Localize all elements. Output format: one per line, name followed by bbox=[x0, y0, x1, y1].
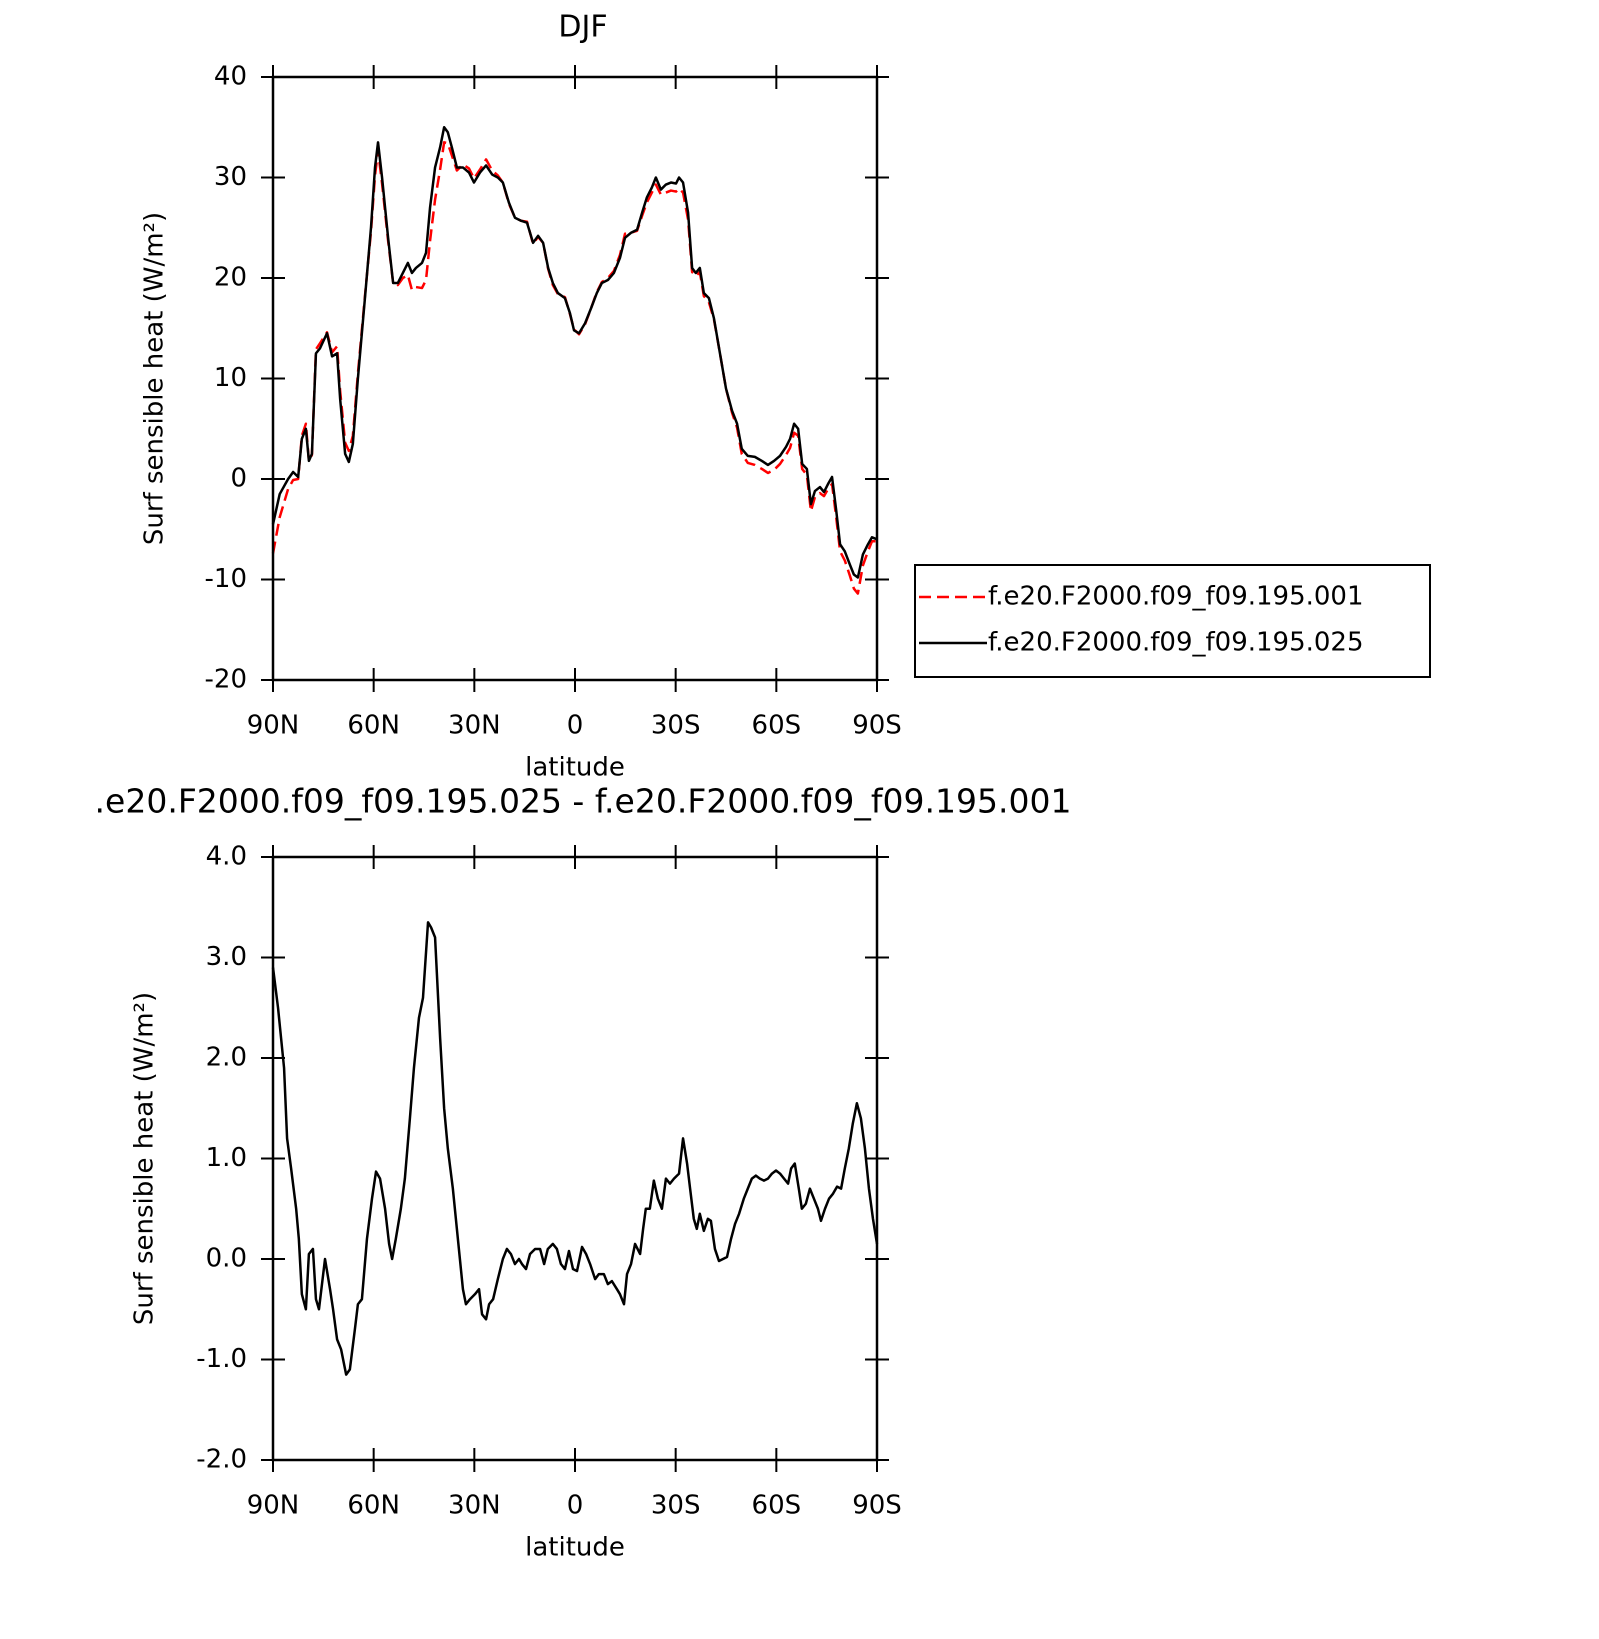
y-tick-label: 0 bbox=[230, 464, 247, 494]
x-axis-label: latitude bbox=[525, 753, 625, 783]
y-tick-label: -1.0 bbox=[196, 1344, 247, 1374]
x-tick-label: 30S bbox=[651, 1491, 701, 1521]
y-tick-label: 30 bbox=[214, 162, 247, 192]
data-line bbox=[271, 126, 878, 579]
y-tick-label: 1.0 bbox=[206, 1143, 247, 1173]
y-axis-label: Surf sensible heat (W/m²) bbox=[140, 212, 170, 545]
y-tick-label: -20 bbox=[205, 665, 247, 695]
y-axis-label: Surf sensible heat (W/m²) bbox=[130, 992, 160, 1325]
x-tick-label: 60N bbox=[347, 1491, 400, 1521]
legend-label: f.e20.F2000.f09_f09.195.001 bbox=[988, 582, 1364, 612]
legend-box bbox=[914, 564, 1431, 678]
y-tick-label: -2.0 bbox=[196, 1445, 247, 1475]
y-tick-label: -10 bbox=[205, 564, 247, 594]
x-tick-label: 90S bbox=[852, 1491, 902, 1521]
data-line bbox=[271, 921, 879, 1376]
x-tick-label: 60S bbox=[752, 711, 802, 741]
y-tick-label: 10 bbox=[214, 363, 247, 393]
y-tick-label: 3.0 bbox=[206, 942, 247, 972]
x-tick-label: 30N bbox=[448, 711, 501, 741]
x-tick-label: 30S bbox=[651, 711, 701, 741]
x-axis-label: latitude bbox=[525, 1533, 625, 1563]
legend-label: f.e20.F2000.f09_f09.195.025 bbox=[988, 628, 1364, 658]
chart-title: .e20.F2000.f09_f09.195.025 - f.e20.F2000… bbox=[95, 782, 1072, 821]
plot-frame bbox=[271, 75, 879, 682]
data-line bbox=[271, 141, 877, 595]
y-tick-label: 4.0 bbox=[206, 842, 247, 872]
x-tick-label: 0 bbox=[567, 1491, 584, 1521]
x-tick-label: 90S bbox=[852, 711, 902, 741]
x-tick-label: 60S bbox=[752, 1491, 802, 1521]
x-tick-label: 0 bbox=[567, 711, 584, 741]
y-tick-label: 2.0 bbox=[206, 1043, 247, 1073]
x-tick-label: 30N bbox=[448, 1491, 501, 1521]
y-tick-label: 0.0 bbox=[206, 1244, 247, 1274]
y-tick-label: 20 bbox=[214, 263, 247, 293]
x-tick-label: 60N bbox=[347, 711, 400, 741]
y-tick-label: 40 bbox=[214, 62, 247, 92]
plot-frame bbox=[271, 855, 879, 1462]
x-tick-label: 90N bbox=[247, 711, 300, 741]
chart-title: DJF bbox=[558, 10, 607, 45]
x-tick-label: 90N bbox=[247, 1491, 300, 1521]
